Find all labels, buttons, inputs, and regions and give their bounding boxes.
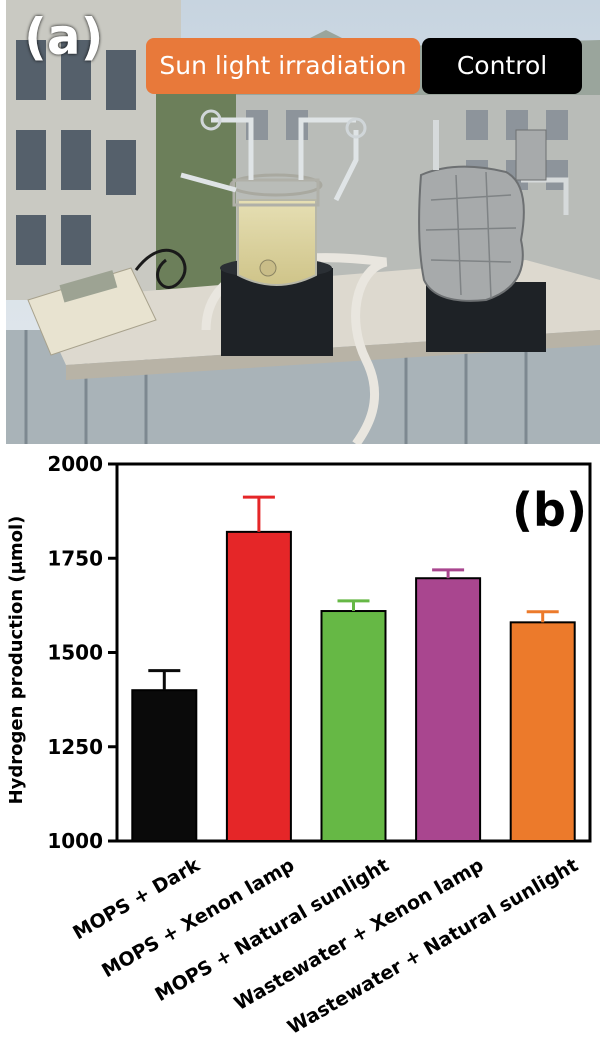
bar [320,610,387,842]
y-axis-label: Hydrogen production (μmol) [6,516,27,805]
bar [225,530,292,843]
y-tick-label: 1500 [47,641,103,665]
trees [156,90,236,290]
bar [131,689,198,842]
y-ticks: 1000 1250 1500 1750 2000 [47,452,117,853]
reactor-sunlight [237,199,317,286]
bar [415,577,482,843]
control-label: Control [422,38,582,94]
y-tick-label: 1000 [47,829,103,853]
panel-b-label: (b) [512,483,587,537]
bars [131,495,576,843]
reactor-control-foil [418,165,525,302]
y-tick-label: 1250 [47,735,103,759]
panel-a-label: (a) [24,8,104,66]
sunlight-irradiation-label: Sun light irradiation [146,38,420,94]
y-tick-label: 1750 [47,546,103,570]
bar [509,621,576,842]
y-tick-label: 2000 [47,452,103,476]
experiment-photo: (a) Sun light irradiation Control [6,0,600,444]
